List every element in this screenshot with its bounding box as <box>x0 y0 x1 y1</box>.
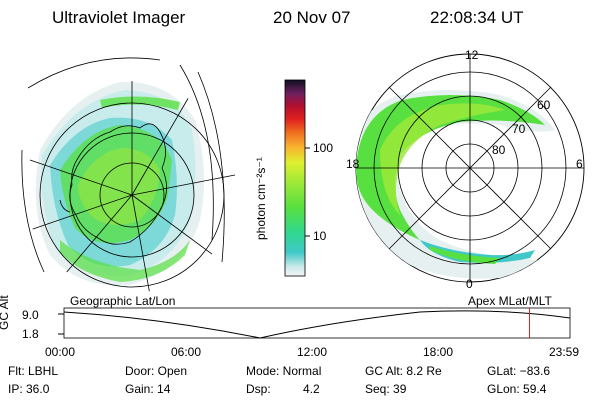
timeline-xtick-2359: 23:59 <box>549 345 580 359</box>
colorbar-unit-label: photon cm⁻²s⁻¹ <box>254 157 268 240</box>
timeline-xtick-1800: 18:00 <box>423 345 454 359</box>
mlt-label-12: 12 <box>465 48 479 62</box>
glat-info: GLat: −83.6 <box>487 364 551 378</box>
seq-info: Seq: 39 <box>365 382 407 396</box>
mlt-label-0: 0 <box>466 277 473 291</box>
colorbar-tick-10: 10 <box>313 229 327 243</box>
mlt-label-18: 18 <box>346 157 360 171</box>
geographic-map <box>21 57 236 293</box>
ip-info: IP: 36.0 <box>8 382 50 396</box>
mlat-label-70: 70 <box>512 122 526 136</box>
door-info: Door: Open <box>125 364 188 378</box>
geo-map-label: Geographic Lat/Lon <box>70 294 176 308</box>
image-date: 20 Nov 07 <box>273 8 351 27</box>
gc-alt-info: GC Alt: 8.2 Re <box>365 364 442 378</box>
instrument-title: Ultraviolet Imager <box>52 8 186 27</box>
timeline-xtick-0600: 06:00 <box>171 345 202 359</box>
mlat-label-60: 60 <box>537 98 551 112</box>
gain-info: Gain: 14 <box>125 382 171 396</box>
mag-map-label: Apex MLat/MLT <box>468 294 552 308</box>
filter-info: Flt: LBHL <box>8 364 59 378</box>
glon-info: GLon: 59.4 <box>487 382 547 396</box>
colorbar <box>284 79 310 277</box>
colorbar-tick-100: 100 <box>313 141 334 155</box>
timeline-ylabel: GC Alt <box>0 295 11 330</box>
timeline-ytick-max: 9.0 <box>22 308 39 322</box>
dsp-label: Dsp: <box>246 382 271 396</box>
image-time: 22:08:34 UT <box>430 8 524 27</box>
timeline-xtick-0000: 00:00 <box>45 345 76 359</box>
dsp-value: 4.2 <box>303 382 320 396</box>
mlt-label-6: 6 <box>576 157 583 171</box>
mlat-label-80: 80 <box>492 143 506 157</box>
timeline-ytick-min: 1.8 <box>22 327 39 341</box>
altitude-timeline <box>58 307 571 339</box>
timeline-xtick-1200: 12:00 <box>297 345 328 359</box>
mlat-mlt-plot <box>355 53 585 283</box>
mode-info: Mode: Normal <box>246 364 322 378</box>
